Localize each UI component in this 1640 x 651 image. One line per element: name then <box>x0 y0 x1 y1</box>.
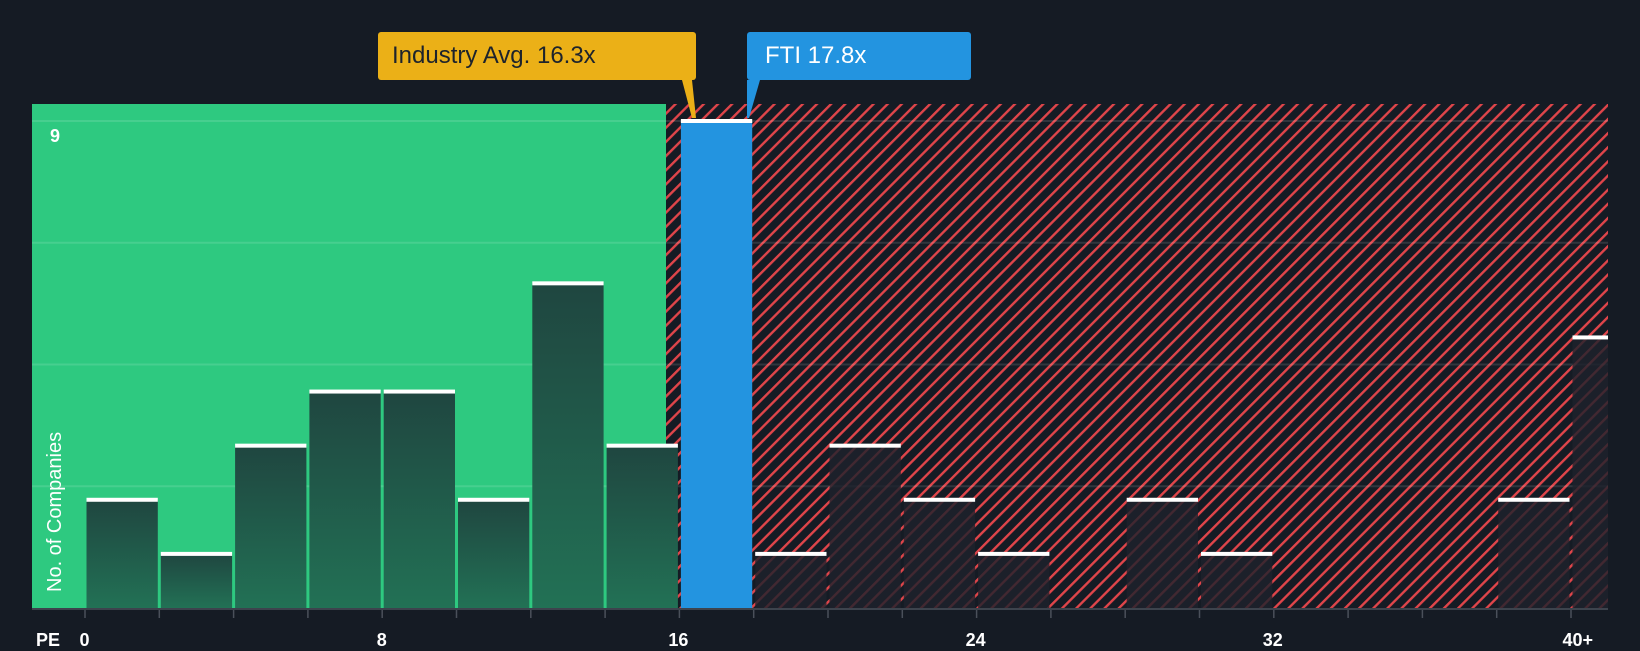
x-tick-label: 24 <box>965 630 986 650</box>
histogram-bar <box>1126 499 1198 608</box>
bar-cap <box>235 443 307 448</box>
fti-bar <box>680 121 753 608</box>
x-tick-label: 40+ <box>1562 630 1594 650</box>
histogram-bar <box>606 445 678 608</box>
x-tick-label: 32 <box>1262 630 1283 650</box>
bar-cap <box>160 551 233 556</box>
bar-cap <box>903 497 976 502</box>
y-axis-title: No. of Companies <box>44 431 66 592</box>
x-axis-title: PE <box>36 630 61 650</box>
bar-cap <box>309 389 381 394</box>
histogram-bar <box>1201 553 1273 608</box>
bar-cap <box>532 281 604 286</box>
x-axis <box>32 608 1608 618</box>
histogram-bar <box>978 553 1050 608</box>
bar-cap <box>829 443 901 448</box>
x-tick-label: 16 <box>668 630 689 650</box>
bar-cap <box>1498 497 1570 502</box>
histogram-bar <box>383 391 455 608</box>
bar-cap <box>1126 497 1198 502</box>
callout-pointers <box>682 80 760 118</box>
histogram-bar <box>1572 337 1608 608</box>
x-tick-label: 0 <box>79 630 90 650</box>
histogram-bar <box>903 499 976 608</box>
histogram-bar <box>829 445 901 608</box>
bar-cap <box>680 119 753 123</box>
histogram-bar <box>458 499 530 608</box>
bar-cap <box>606 443 678 448</box>
histogram-bar <box>235 445 307 608</box>
fti-pointer <box>747 80 760 118</box>
histogram-bar <box>160 553 233 608</box>
bar-cap <box>978 551 1050 556</box>
histogram-bar <box>1498 499 1570 608</box>
industry-average-pointer <box>682 80 696 118</box>
histogram-bar <box>309 391 381 608</box>
x-tick-label: 8 <box>376 630 387 650</box>
y-max-tick-label: 9 <box>50 126 61 146</box>
bar-cap <box>1572 335 1608 340</box>
fti-callout: FTI 17.8x <box>747 32 971 80</box>
bar-cap <box>755 551 827 556</box>
histogram-bar <box>86 499 158 608</box>
bar-cap <box>1201 551 1273 556</box>
histogram-bars <box>86 119 1608 608</box>
histogram-bar <box>755 553 827 608</box>
histogram-bar <box>532 283 604 608</box>
bar-cap <box>458 497 530 502</box>
industry-average-callout: Industry Avg. 16.3x <box>378 32 696 80</box>
bar-cap <box>383 389 455 394</box>
bar-cap <box>86 497 158 502</box>
